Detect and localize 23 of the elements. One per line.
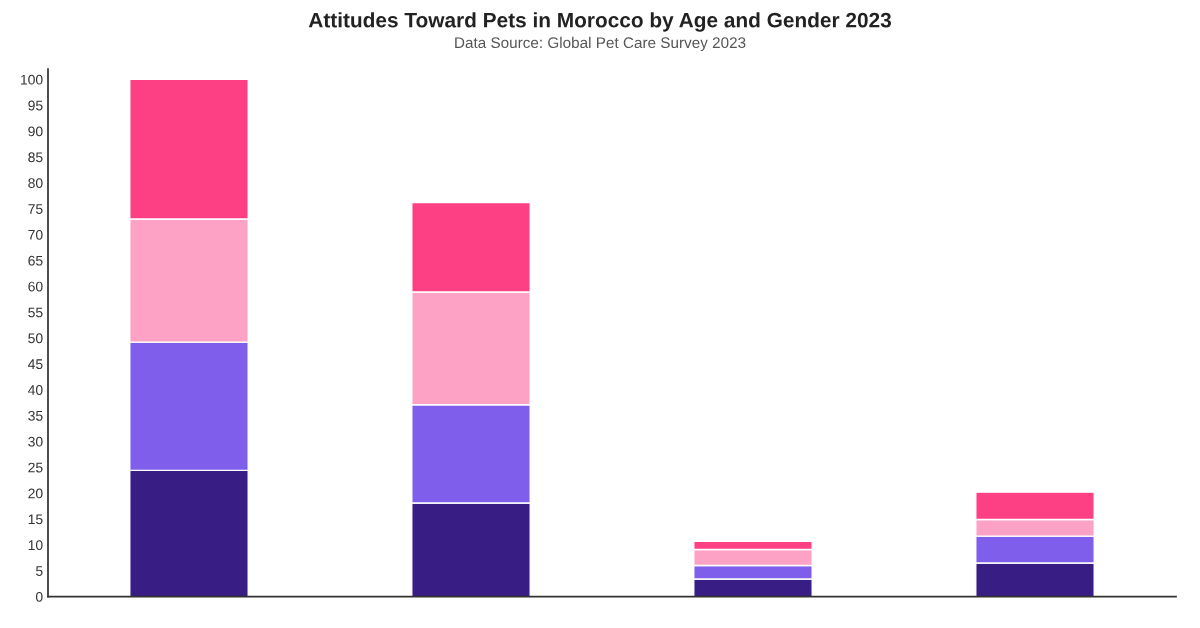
chart-subtitle: Data Source: Global Pet Care Survey 2023 [455, 36, 746, 52]
y-tick-label: 80 [28, 178, 43, 189]
y-tick-label: 5 [35, 566, 43, 576]
y-tick-label: 55 [28, 307, 43, 318]
y-tick-label: 90 [28, 126, 43, 137]
y-tick-label: 85 [28, 152, 43, 163]
y-tick-label: 35 [28, 410, 43, 421]
y-tick-label: 0 [35, 591, 43, 602]
y-tick-label: 40 [28, 385, 43, 395]
y-tick-label: 100 [21, 74, 43, 85]
y-tick-label: 70 [28, 229, 43, 240]
y-tick-label: 30 [28, 436, 43, 447]
y-tick-label: 20 [28, 488, 43, 499]
y-tick-label: 45 [28, 359, 43, 370]
y-tick-label: 60 [28, 281, 43, 292]
y-tick-label: 65 [28, 255, 43, 266]
y-tick-label: 95 [28, 100, 43, 111]
y-tick-label: 50 [28, 333, 43, 344]
y-tick-label: 10 [28, 540, 43, 551]
y-tick-label: 15 [28, 514, 43, 525]
chart-title: Attitudes Toward Pets in Morocco by Age and Gender 2023 [308, 12, 891, 32]
y-tick-label: 25 [28, 462, 43, 473]
y-tick-label: 75 [28, 204, 43, 214]
